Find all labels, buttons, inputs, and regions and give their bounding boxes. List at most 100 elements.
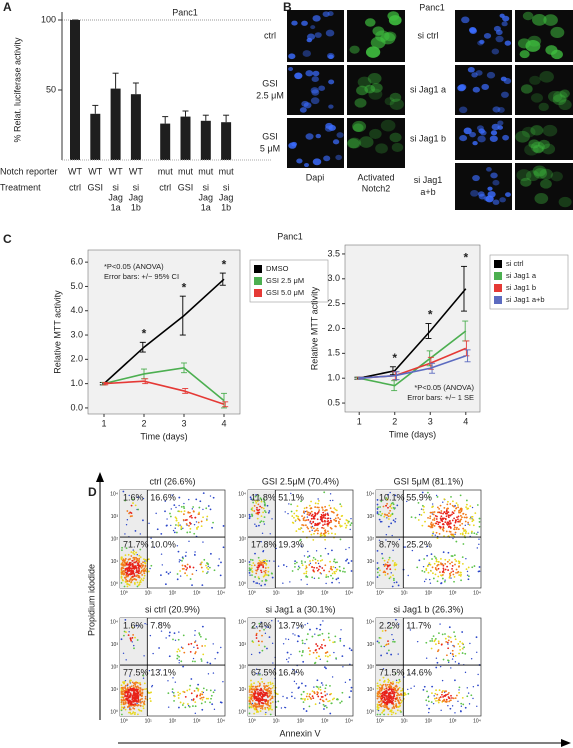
event xyxy=(449,699,452,702)
event xyxy=(269,681,272,684)
event xyxy=(267,570,270,573)
event xyxy=(307,511,310,514)
event xyxy=(389,504,392,506)
event xyxy=(409,629,412,631)
event xyxy=(443,517,445,520)
event xyxy=(319,559,322,562)
event xyxy=(418,513,421,516)
event xyxy=(302,707,305,710)
event xyxy=(399,680,401,683)
event xyxy=(277,700,280,703)
event xyxy=(178,559,181,561)
event xyxy=(257,556,260,559)
event xyxy=(395,703,398,705)
plot-title: GSI 2.5μM (70.4%) xyxy=(262,476,339,486)
event xyxy=(376,695,379,698)
event xyxy=(263,559,265,562)
y-tick-label: 100 xyxy=(41,14,56,24)
event xyxy=(205,564,207,567)
event xyxy=(284,511,286,513)
event xyxy=(462,513,465,515)
event xyxy=(257,640,260,643)
event xyxy=(199,693,202,695)
event xyxy=(452,697,455,700)
cell xyxy=(559,89,570,98)
event xyxy=(212,643,214,645)
event xyxy=(397,653,399,655)
event xyxy=(344,571,346,573)
event xyxy=(471,506,474,509)
event xyxy=(198,511,201,514)
event xyxy=(376,576,379,578)
event xyxy=(457,662,460,665)
event xyxy=(194,660,196,663)
significance-star: * xyxy=(182,280,187,294)
event xyxy=(380,699,383,702)
y-axis-label: Relative MTT activity xyxy=(52,290,62,374)
event xyxy=(452,573,455,576)
nucleus xyxy=(477,135,486,143)
event xyxy=(261,681,264,683)
event xyxy=(428,562,431,565)
event xyxy=(388,564,390,567)
event xyxy=(446,522,448,525)
event xyxy=(311,695,314,698)
event xyxy=(138,690,141,693)
event xyxy=(315,550,318,552)
event xyxy=(439,696,442,698)
event xyxy=(391,683,394,686)
event xyxy=(126,695,129,698)
row-label: GSI xyxy=(262,78,278,88)
event xyxy=(144,697,147,700)
series-line xyxy=(103,278,225,385)
event xyxy=(383,708,386,711)
event xyxy=(124,708,127,711)
event xyxy=(452,570,455,573)
event xyxy=(126,579,129,582)
event xyxy=(394,685,397,688)
event xyxy=(271,682,274,685)
event xyxy=(258,651,261,654)
event xyxy=(202,492,205,495)
event xyxy=(306,622,309,625)
event xyxy=(376,640,379,643)
event xyxy=(123,585,126,588)
quadrant-percent: 71.5% xyxy=(379,667,405,677)
event xyxy=(257,566,260,569)
nucleus xyxy=(490,172,498,179)
event xyxy=(267,687,270,690)
event xyxy=(200,520,203,523)
nucleus xyxy=(480,130,487,136)
event xyxy=(209,552,212,555)
cell xyxy=(356,85,369,96)
event xyxy=(126,698,129,701)
event xyxy=(143,558,145,561)
event xyxy=(442,658,445,661)
event xyxy=(314,562,317,564)
event xyxy=(390,690,393,693)
event xyxy=(248,561,251,563)
event xyxy=(201,625,204,628)
event xyxy=(256,569,258,572)
event xyxy=(294,697,296,699)
bar xyxy=(180,116,191,160)
event xyxy=(315,648,317,651)
cell xyxy=(364,18,376,27)
quadrant-percent: 14.6% xyxy=(406,667,432,677)
y-tick-label: 6.0 xyxy=(70,257,83,267)
event xyxy=(255,501,258,504)
event xyxy=(470,658,473,660)
event xyxy=(260,584,263,587)
event xyxy=(395,679,398,682)
event xyxy=(133,550,135,553)
reporter-label: WT xyxy=(109,166,123,176)
event xyxy=(454,661,457,663)
event xyxy=(141,700,144,703)
event xyxy=(325,698,328,701)
event xyxy=(460,579,462,582)
event xyxy=(466,687,468,689)
event xyxy=(160,574,162,577)
event xyxy=(259,505,262,508)
event xyxy=(175,531,178,534)
event xyxy=(441,679,444,682)
